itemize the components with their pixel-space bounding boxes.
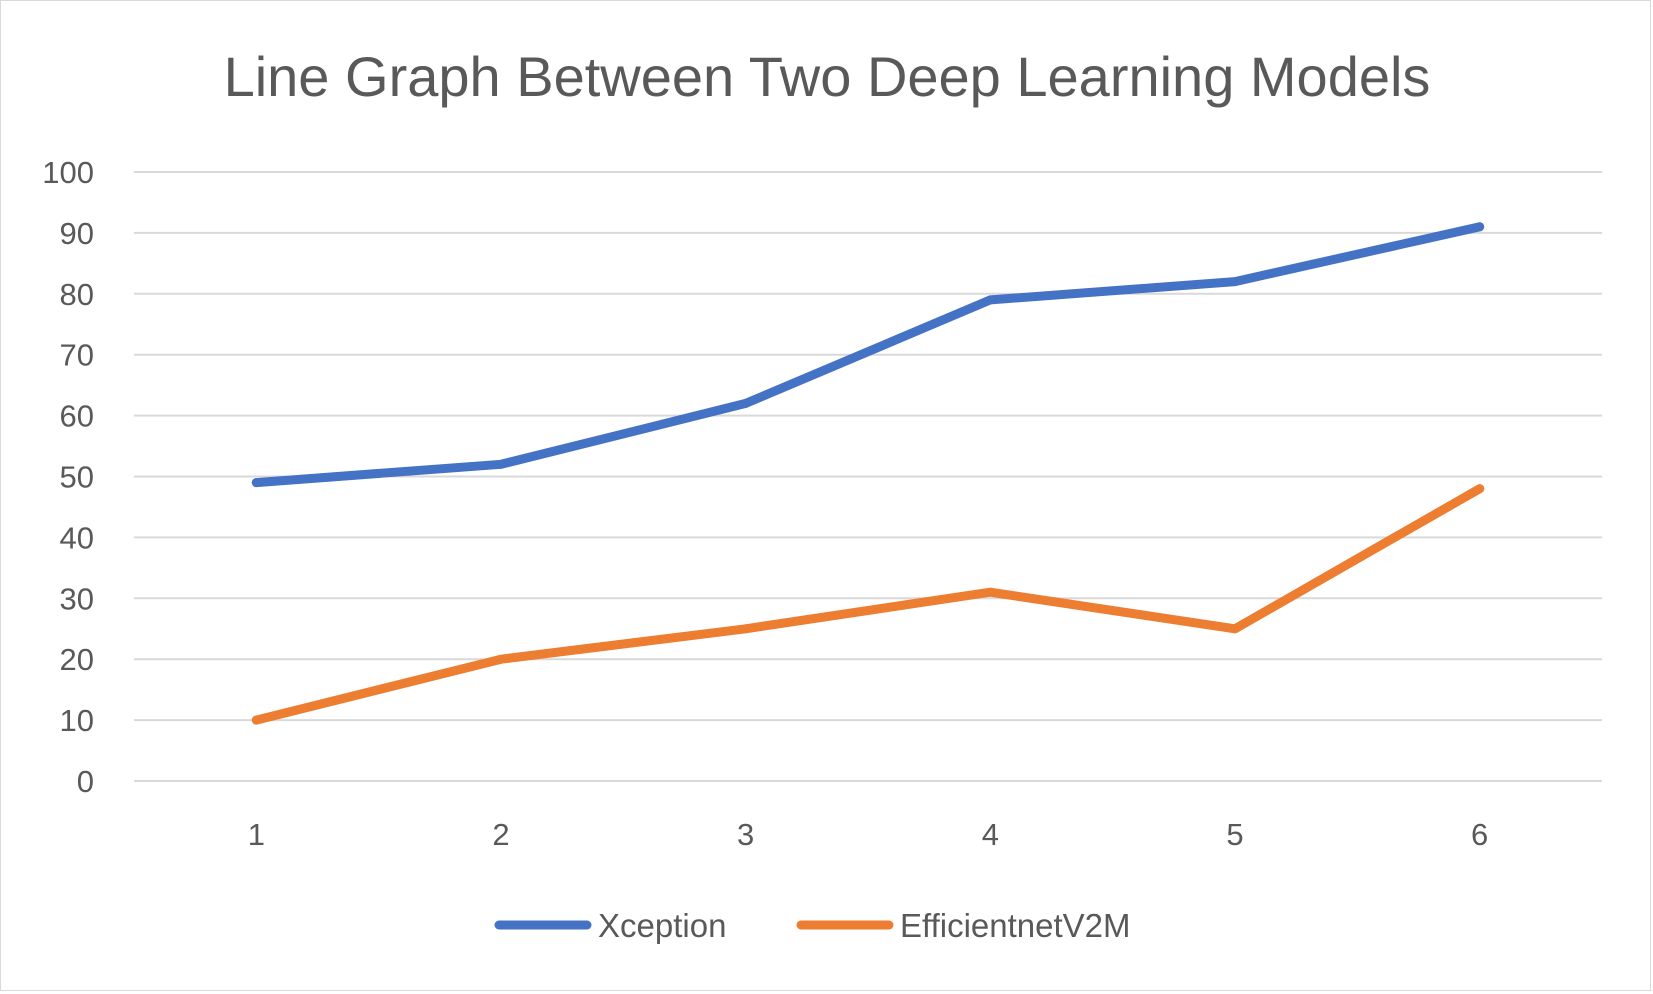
legend-label-efficientnetv2m: EfficientnetV2M (900, 907, 1131, 944)
y-tick-label: 100 (42, 155, 94, 190)
x-tick-label: 6 (1471, 817, 1488, 852)
y-tick-label: 50 (60, 460, 94, 495)
data-point-xception (1230, 277, 1240, 287)
data-point-efficientnetv2m (985, 587, 995, 597)
data-point-efficientnetv2m (496, 654, 506, 664)
y-tick-label: 10 (60, 703, 94, 738)
y-tick-label: 0 (77, 764, 94, 799)
y-tick-label: 90 (60, 216, 94, 251)
series-lines (251, 222, 1485, 725)
x-tick-label: 5 (1226, 817, 1243, 852)
x-tick-label: 1 (248, 817, 265, 852)
legend-label-xception: Xception (598, 907, 726, 944)
data-point-xception (496, 459, 506, 469)
y-axis-ticks: 0 10 20 30 40 50 60 70 80 90 100 (42, 155, 94, 799)
data-point-efficientnetv2m (741, 624, 751, 634)
data-point-efficientnetv2m (251, 715, 261, 725)
y-tick-label: 40 (60, 520, 94, 555)
x-tick-label: 4 (982, 817, 999, 852)
series-line-efficientnetv2m (251, 484, 1485, 725)
data-point-efficientnetv2m (1475, 484, 1485, 494)
data-point-xception (741, 398, 751, 408)
data-point-xception (985, 295, 995, 305)
x-tick-label: 2 (492, 817, 509, 852)
chart-title: Line Graph Between Two Deep Learning Mod… (224, 45, 1431, 108)
y-tick-label: 20 (60, 642, 94, 677)
series-line-xception (251, 222, 1485, 488)
data-point-xception (1475, 222, 1485, 232)
y-tick-label: 60 (60, 399, 94, 434)
x-axis-ticks: 1 2 3 4 5 6 (248, 817, 1489, 852)
legend: Xception EfficientnetV2M (494, 907, 1131, 944)
data-point-xception (251, 478, 261, 488)
y-tick-label: 30 (60, 581, 94, 616)
x-tick-label: 3 (737, 817, 754, 852)
y-tick-label: 80 (60, 277, 94, 312)
data-point-efficientnetv2m (1230, 624, 1240, 634)
y-tick-label: 70 (60, 338, 94, 373)
